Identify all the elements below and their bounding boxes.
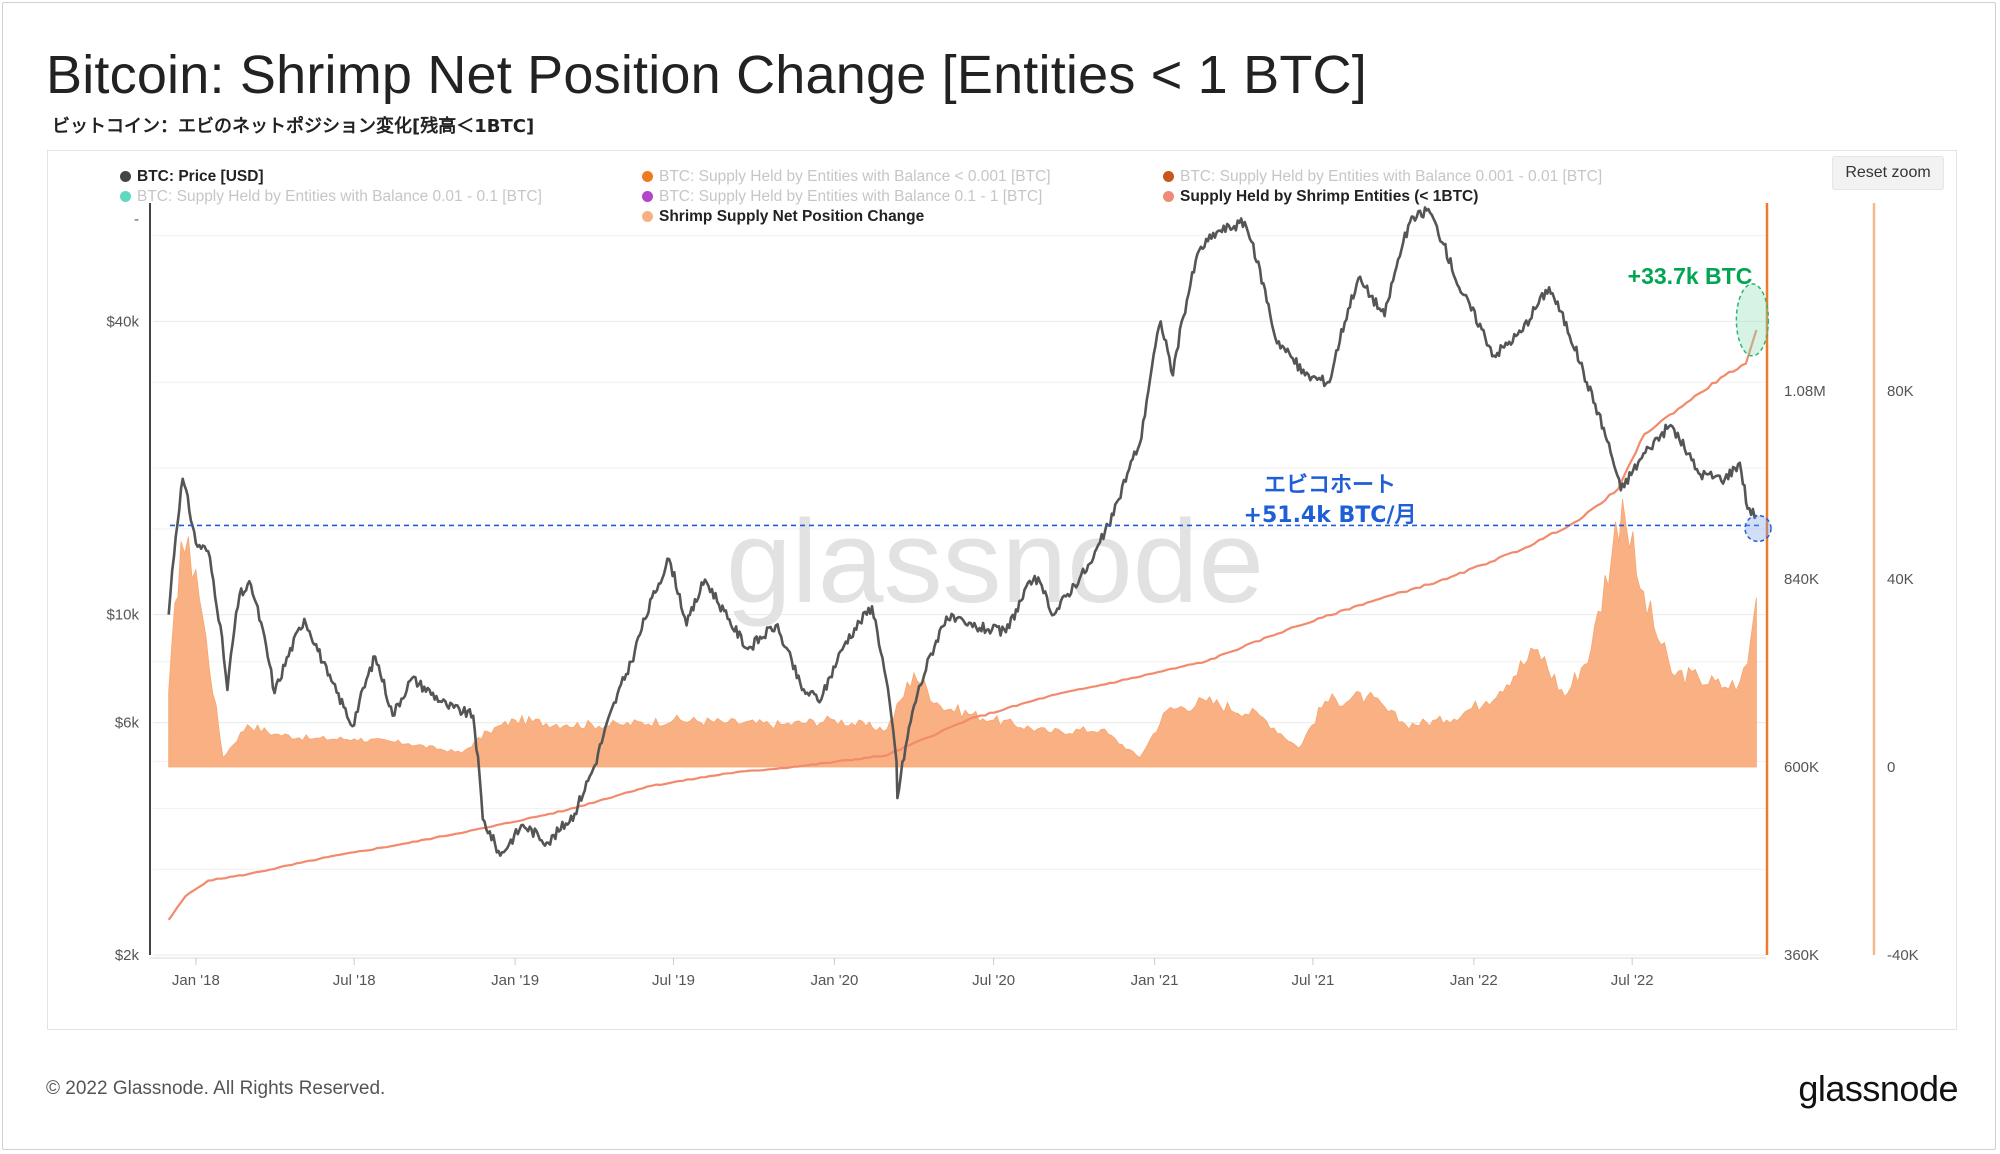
shrimp-supply-path bbox=[167, 329, 1758, 921]
supply-axis-tick-label: 1.08M bbox=[1784, 383, 1826, 400]
page-subtitle: ビットコイン：エビのネットポジション変化[残高＜1BTC] bbox=[52, 116, 535, 137]
x-axis-tick-label: Jan '18 bbox=[172, 972, 220, 989]
legend-dot-icon bbox=[1163, 171, 1174, 182]
price-axis-tick-label: $2k bbox=[115, 947, 140, 964]
price-line bbox=[167, 206, 1758, 857]
legend-item-supply-0001-001[interactable]: BTC: Supply Held by Entities with Balanc… bbox=[1163, 168, 1602, 186]
supply-axis-tick-label: 600K bbox=[1784, 759, 1819, 776]
legend-item-shrimp-supply[interactable]: Supply Held by Shrimp Entities (< 1BTC) bbox=[1163, 188, 1478, 206]
watermark: glassnode bbox=[726, 496, 1264, 628]
legend-item-net-position[interactable]: Shrimp Supply Net Position Change bbox=[642, 208, 924, 226]
axes: $40k $10k $6k $2k - 1.08M 840K 600K 360K 80K 40K 0 -… bbox=[106, 203, 1919, 989]
x-axis-tick-label: Jan '19 bbox=[491, 972, 539, 989]
annotation-top-right: +33.7k BTC bbox=[1628, 263, 1753, 289]
legend-item-price[interactable]: BTC: Price [USD] bbox=[120, 168, 264, 186]
net-position-area bbox=[168, 499, 1757, 768]
x-axis-tick-label: Jul '21 bbox=[1291, 972, 1334, 989]
legend-item-supply-01-1[interactable]: BTC: Supply Held by Entities with Balanc… bbox=[642, 188, 1042, 206]
net-position-axis-tick-label: -40K bbox=[1887, 947, 1919, 964]
legend-dot-icon bbox=[120, 191, 131, 202]
net-position-area-fill bbox=[168, 499, 1757, 768]
price-axis-top-mark: - bbox=[134, 211, 139, 228]
net-position-axis-tick-label: 40K bbox=[1887, 571, 1914, 588]
glassnode-logo: glassnode bbox=[1798, 1068, 1958, 1109]
legend-dot-icon bbox=[1163, 191, 1174, 202]
reset-zoom-button[interactable]: Reset zoom bbox=[1832, 156, 1944, 190]
x-axis-tick-label: Jul '18 bbox=[333, 972, 376, 989]
copyright: © 2022 Glassnode. All Rights Reserved. bbox=[46, 1078, 386, 1099]
annotations: +33.7k BTC エビコホート +51.4k BTC/月 bbox=[170, 263, 1772, 543]
x-axis-tick-label: Jan '22 bbox=[1450, 972, 1498, 989]
legend-dot-icon bbox=[642, 211, 653, 222]
x-axis-tick-label: Jul '19 bbox=[652, 972, 695, 989]
legend-dot-icon bbox=[642, 171, 653, 182]
legend-dot-icon bbox=[120, 171, 131, 182]
supply-axis-tick-label: 360K bbox=[1784, 947, 1819, 964]
legend-item-supply-lt-0001[interactable]: BTC: Supply Held by Entities with Balanc… bbox=[642, 168, 1051, 186]
x-axis-tick-label: Jan '20 bbox=[810, 972, 858, 989]
legend-dot-icon bbox=[642, 191, 653, 202]
annotation-cohort-title: エビコホート bbox=[1264, 473, 1396, 498]
highlight-circle-blue bbox=[1744, 514, 1772, 543]
legend-item-supply-001-01[interactable]: BTC: Supply Held by Entities with Balanc… bbox=[120, 188, 542, 206]
page-title: Bitcoin: Shrimp Net Position Change [Ent… bbox=[46, 45, 1367, 105]
x-axis-tick-label: Jul '22 bbox=[1611, 972, 1654, 989]
highlight-ellipse-green bbox=[1735, 283, 1770, 357]
x-axis-tick-label: Jul '20 bbox=[972, 972, 1015, 989]
net-position-axis-tick-label: 80K bbox=[1887, 383, 1914, 400]
x-axis-tick-label: Jan '21 bbox=[1131, 972, 1179, 989]
price-axis-tick-label: $10k bbox=[106, 607, 139, 624]
supply-axis-tick-label: 840K bbox=[1784, 571, 1819, 588]
shrimp-supply-line bbox=[167, 329, 1758, 921]
price-axis-tick-label: $6k bbox=[115, 715, 140, 732]
price-path bbox=[167, 206, 1758, 857]
annotation-cohort-rate: +51.4k BTC/月 bbox=[1244, 503, 1417, 528]
net-position-axis-tick-label: 0 bbox=[1887, 759, 1895, 776]
price-axis-tick-label: $40k bbox=[106, 313, 139, 330]
